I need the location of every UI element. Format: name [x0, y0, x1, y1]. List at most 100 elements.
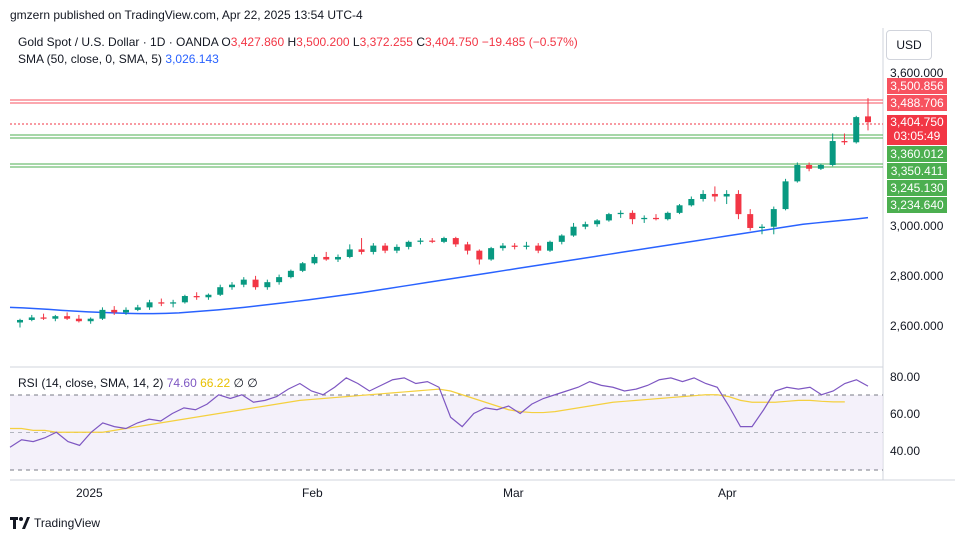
candle-body: [382, 245, 389, 251]
candle-body: [853, 117, 860, 143]
candle-body: [464, 244, 471, 251]
rsi-label[interactable]: RSI (14, close, SMA, 14, 2): [18, 376, 164, 390]
candle-body: [358, 249, 365, 252]
sma-value: 3,026.143: [165, 52, 219, 66]
rsi-tick-40: 40.00: [890, 444, 920, 458]
publisher-header: gmzern published on TradingView.com, Apr…: [10, 8, 363, 22]
candle-body: [240, 279, 247, 285]
rsi-ma-value: 66.22: [200, 376, 231, 390]
price-tag-resistance-1: 3,500.856: [887, 78, 947, 94]
candle-body: [299, 263, 306, 271]
candle-body: [594, 220, 601, 225]
candle-body: [653, 217, 659, 220]
time-tick-apr: Apr: [718, 486, 737, 500]
candle-body: [311, 256, 318, 264]
low-value: 3,372.255: [359, 35, 413, 49]
candle-body: [582, 224, 589, 227]
main-legend: Gold Spot / U.S. Dollar · 1D · OANDA O3,…: [18, 34, 578, 68]
candle-body: [523, 245, 530, 247]
candle-body: [605, 214, 612, 221]
rsi-line: [9, 377, 869, 448]
candle-body: [346, 249, 353, 257]
candle-body: [111, 309, 118, 313]
candle-body: [405, 241, 412, 247]
candle-body: [276, 277, 283, 283]
candle-body: [193, 296, 200, 298]
change-value: −19.485 (−0.57%): [481, 35, 578, 49]
candle-body: [64, 316, 71, 319]
candle-body: [252, 279, 259, 288]
candle-body: [782, 181, 789, 210]
candle-body: [664, 212, 671, 220]
candle-body: [441, 238, 447, 242]
candle-body: [558, 235, 565, 242]
sma-line-layer: [9, 216, 869, 315]
candle-body: [476, 250, 483, 260]
candle-body: [841, 141, 848, 143]
price-tick-2800: 2,800.000: [890, 269, 944, 283]
sma-label[interactable]: SMA (50, close, 0, SMA, 5): [18, 52, 163, 66]
rsi-tick-80: 80.00: [890, 370, 920, 384]
candle-body: [865, 116, 871, 123]
low-label: L: [352, 35, 360, 49]
price-tag-support-4: 3,234.640: [887, 197, 947, 213]
candle-body: [641, 217, 648, 220]
candle-body: [429, 240, 436, 242]
high-label: H: [287, 35, 297, 49]
sma-line: [9, 216, 869, 315]
candle-body: [229, 284, 235, 288]
candle-body: [123, 309, 129, 313]
candle-body: [759, 226, 765, 228]
candle-body: [323, 256, 330, 260]
footer-brand[interactable]: TradingView: [10, 516, 100, 530]
candle-body: [134, 307, 141, 310]
candle-body: [488, 248, 495, 260]
candle-body: [75, 318, 82, 322]
candle-body: [170, 302, 177, 304]
candle-body: [205, 294, 212, 298]
candle-body: [287, 270, 294, 278]
price-tag-last: 3,404.750 03:05:49: [887, 115, 947, 145]
rsi-layer: [9, 377, 869, 448]
rsi-tick-60: 60.00: [890, 407, 920, 421]
price-tick-3000: 3,000.000: [890, 219, 944, 233]
candle-body: [511, 245, 518, 247]
rsi-ma-line: [10, 388, 845, 433]
candle-body: [535, 245, 542, 251]
candle-body: [417, 240, 424, 242]
price-tag-support-1: 3,360.012: [887, 146, 947, 162]
candle-body: [40, 317, 47, 319]
candle-body: [146, 302, 153, 308]
open-value: 3,427.860: [230, 35, 285, 49]
tradingview-logo-icon: [10, 517, 30, 529]
footer-brand-text: TradingView: [34, 516, 101, 530]
candle-body: [335, 256, 341, 260]
candle-body: [817, 164, 824, 169]
currency-button[interactable]: USD: [886, 30, 932, 60]
rsi-value: 74.60: [166, 376, 197, 390]
high-value: 3,500.200: [296, 35, 350, 49]
open-label: O: [221, 35, 231, 49]
candle-body: [181, 296, 188, 303]
candle-body: [547, 241, 553, 251]
candle-body: [452, 238, 459, 245]
candle-body: [28, 317, 35, 320]
candle-body: [688, 199, 695, 206]
candle-body: [52, 316, 59, 319]
time-tick-mar: Mar: [503, 486, 524, 500]
candle-body: [17, 319, 23, 323]
candle-body: [700, 193, 707, 199]
candle-body: [829, 141, 836, 165]
candle-body: [99, 309, 106, 319]
candle-body: [711, 193, 718, 197]
symbol-title[interactable]: Gold Spot / U.S. Dollar · 1D · OANDA: [18, 35, 219, 49]
candle-body: [629, 212, 636, 220]
close-value: 3,404.750: [424, 35, 479, 49]
countdown-value: 03:05:49: [893, 129, 941, 143]
candle-body: [393, 246, 400, 251]
candle-body: [217, 287, 224, 295]
candle-body: [370, 245, 377, 252]
candle-body: [87, 318, 94, 322]
candle-body: [723, 193, 730, 197]
